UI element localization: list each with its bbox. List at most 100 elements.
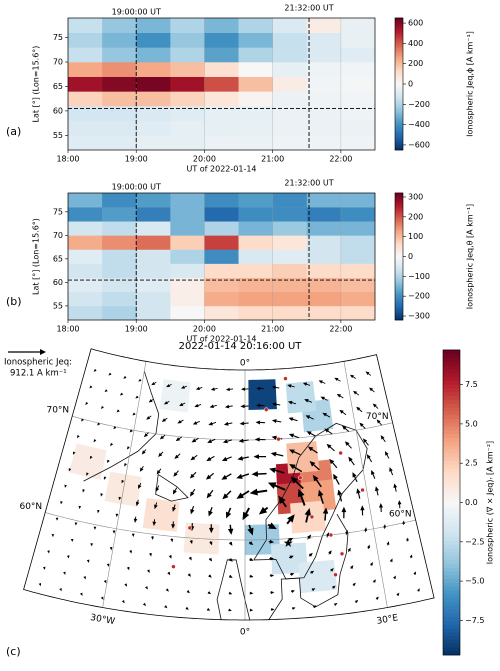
colorbar-label: Ionospheric Jeq,ϕ [A km⁻¹] bbox=[466, 31, 475, 137]
heatmap-cell bbox=[102, 263, 137, 278]
current-vector-head bbox=[164, 605, 168, 609]
current-vector-head bbox=[254, 437, 260, 442]
colorbar-strip bbox=[443, 574, 460, 580]
current-vector-head bbox=[121, 599, 125, 604]
current-vector-head bbox=[380, 435, 385, 440]
colorbar-strip bbox=[395, 91, 403, 95]
current-vector-head bbox=[79, 592, 83, 596]
colorbar-strip bbox=[395, 143, 403, 146]
y-tick-label: 75 bbox=[53, 33, 63, 42]
current-vector-head bbox=[189, 473, 195, 479]
colorbar-strip bbox=[395, 283, 403, 286]
current-vector-head bbox=[270, 556, 275, 561]
colorbar-strip bbox=[395, 240, 403, 243]
colorbar-strip bbox=[443, 467, 460, 473]
colorbar-strip bbox=[395, 118, 403, 121]
colorbar-tick-label: −5.0 bbox=[465, 577, 484, 586]
colorbar-strip bbox=[443, 620, 460, 625]
heatmap-cell bbox=[136, 76, 171, 92]
current-vector-head bbox=[348, 456, 353, 462]
colorbar-strip bbox=[443, 479, 460, 484]
x-tick-label: 22:00 bbox=[329, 155, 352, 164]
heatmap-cell bbox=[136, 32, 171, 48]
current-vector-head bbox=[89, 385, 93, 389]
current-vector-head bbox=[129, 550, 133, 554]
colorbar-strip bbox=[443, 502, 460, 507]
current-vector-head bbox=[116, 409, 120, 413]
colorbar-strip bbox=[395, 210, 403, 213]
current-vector-head bbox=[258, 506, 268, 515]
colorbar-strip bbox=[395, 233, 403, 237]
current-vector-head bbox=[208, 421, 213, 426]
heatmap-cell bbox=[204, 221, 239, 236]
current-vector-head bbox=[305, 415, 311, 419]
station bbox=[264, 407, 269, 412]
current-vector-head bbox=[118, 496, 122, 501]
y-tick-label: 75 bbox=[53, 207, 63, 216]
x-tick-label: 19:00 bbox=[125, 155, 148, 164]
current-vector-head bbox=[209, 541, 213, 546]
current-vector-head bbox=[208, 527, 214, 534]
current-vector-head bbox=[306, 431, 312, 436]
y-tick-label: 60 bbox=[53, 106, 63, 115]
colorbar-strip bbox=[395, 144, 403, 147]
current-vector-head bbox=[228, 541, 233, 546]
current-vector-head bbox=[330, 568, 334, 572]
heatmap-cell bbox=[306, 135, 342, 151]
heatmap-cell bbox=[68, 120, 103, 136]
plot-frame bbox=[67, 192, 376, 321]
colorbar-strip bbox=[395, 54, 403, 57]
colorbar-strip bbox=[395, 87, 403, 90]
colorbar-strip bbox=[395, 314, 403, 318]
heatmap-cell bbox=[238, 62, 273, 77]
heatmap-cell bbox=[306, 47, 342, 63]
colorbar-strip bbox=[395, 106, 403, 110]
current-vector-head bbox=[186, 589, 190, 594]
colorbar-strip bbox=[395, 245, 403, 248]
colorbar-strip bbox=[395, 199, 403, 202]
colorbar-strip bbox=[395, 273, 403, 276]
current-vector-head bbox=[269, 539, 275, 544]
curl-patch bbox=[159, 379, 191, 413]
heatmap-cell bbox=[306, 91, 342, 107]
colorbar-strip bbox=[443, 403, 460, 408]
current-vector-head bbox=[63, 571, 66, 575]
heatmap-cell bbox=[340, 221, 376, 236]
current-vector-head bbox=[256, 386, 261, 391]
current-vector-head bbox=[76, 435, 80, 439]
heatmap-cell bbox=[340, 277, 376, 293]
colorbar-strip bbox=[395, 78, 403, 81]
heatmap-cell bbox=[272, 120, 308, 136]
colorbar-strip bbox=[395, 108, 403, 111]
current-vector-head bbox=[154, 504, 158, 510]
current-vector-head bbox=[207, 591, 212, 595]
colorbar-strip bbox=[395, 121, 403, 124]
current-vector-head bbox=[59, 588, 62, 592]
current-vector-head bbox=[249, 557, 254, 561]
plot-frame bbox=[67, 17, 376, 151]
colorbar-strip bbox=[443, 643, 460, 648]
heatmap-cell bbox=[204, 207, 239, 222]
heatmap-cell bbox=[306, 106, 342, 121]
heatmap-cell bbox=[272, 193, 308, 208]
heatmap-cell bbox=[102, 235, 137, 250]
colorbar-strip bbox=[395, 232, 403, 235]
map-title: 2022-01-14 20:16:00 UT bbox=[179, 341, 303, 352]
colorbar-strip bbox=[443, 357, 460, 362]
x-tick-label: 20:00 bbox=[193, 155, 216, 164]
heatmap-cell bbox=[102, 249, 137, 264]
colorbar-tick-label: −7.5 bbox=[465, 616, 484, 625]
current-vector-head bbox=[302, 382, 308, 386]
curl-patch bbox=[286, 441, 320, 474]
current-vector-head bbox=[144, 586, 148, 590]
current-vector-head bbox=[308, 552, 313, 557]
current-vector-head bbox=[269, 467, 277, 474]
heatmap-cell bbox=[68, 47, 103, 63]
current-vector-head bbox=[289, 464, 296, 470]
current-vector-head bbox=[360, 505, 365, 511]
heatmap-cell bbox=[238, 263, 273, 278]
current-vector-head bbox=[402, 520, 406, 524]
colorbar-tick-label: 100 bbox=[408, 232, 423, 241]
heatmap-cell bbox=[340, 18, 376, 33]
colorbar-strip bbox=[395, 297, 403, 300]
